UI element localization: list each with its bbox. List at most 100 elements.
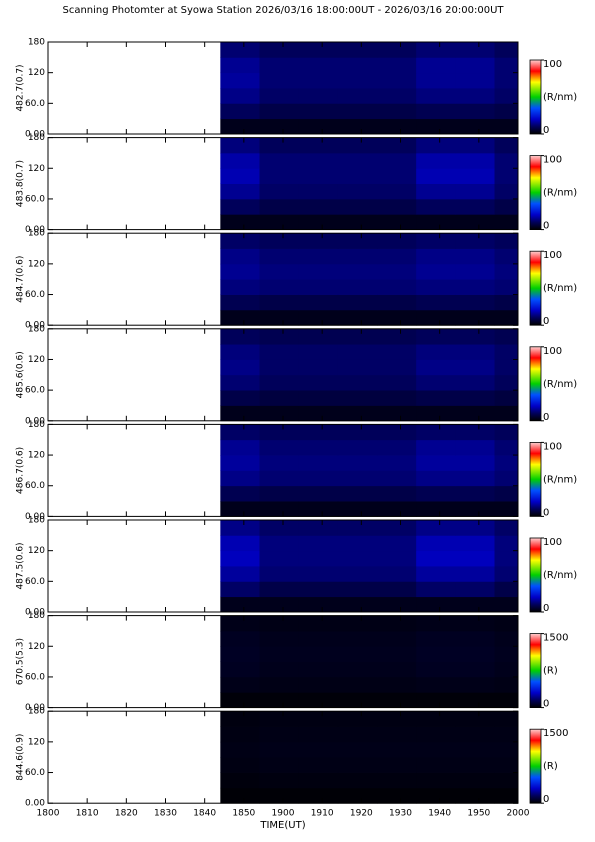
heatmap-cell [337,630,378,647]
colorbar-tick-label: 0 [543,316,549,327]
y-axis-label: 486.7(0.6) [16,447,26,494]
y-tick-label: 120 [28,642,45,652]
heatmap-cell [494,42,519,58]
heatmap-cell [220,455,260,471]
heatmap-cell [377,42,417,58]
heatmap-cell [220,741,260,758]
heatmap-cell [494,405,519,422]
heatmap-cell [377,168,417,184]
heatmap-cell [220,615,260,632]
heatmap-cell [259,566,300,582]
heatmap-cell [337,344,378,360]
colorbar-tick-label: 100 [543,537,562,548]
heatmap-cell [220,137,260,154]
heatmap-cell [259,279,300,295]
heatmap-cell [298,711,339,727]
heatmap-cell [416,168,456,184]
heatmap-cell [455,757,495,773]
heatmap-cell [494,661,519,678]
heatmap-cell [494,485,519,502]
colorbar [529,633,542,708]
heatmap-cell [220,103,260,120]
heatmap-cell [259,198,300,215]
heatmap-cell [298,485,339,502]
y-tick-label: 0.00 [25,703,45,713]
heatmap-cell [416,520,456,536]
heatmap-cell [259,294,300,311]
heatmap-cell [220,374,260,391]
heatmap-cell [494,294,519,311]
heatmap-cell [220,711,260,727]
heatmap-cell [337,757,378,773]
heatmap-cell [220,501,260,517]
heatmap-cell [416,501,456,517]
heatmap-cell [377,279,417,295]
heatmap-cell [377,359,417,376]
heatmap-cell [416,72,456,89]
heatmap-cell [220,535,260,552]
heatmap-cell [298,263,339,280]
heatmap-cell [259,535,300,552]
heatmap-cell [416,581,456,598]
heatmap-cell [455,581,495,598]
heatmap-cell [455,596,495,613]
heatmap-cell [377,424,417,441]
heatmap-cell [455,42,495,58]
heatmap-cell [416,248,456,265]
heatmap-cell [494,439,519,456]
heatmap-cell [377,772,417,789]
heatmap-cell [259,424,300,441]
heatmap-cell [377,374,417,391]
heatmap-cell [259,470,300,487]
heatmap-cell [259,581,300,598]
heatmap-cell [494,57,519,74]
heatmap-cell [337,439,378,456]
heatmap-cell [494,520,519,536]
y-tick-label: 0.00 [25,512,45,522]
heatmap-cell [494,550,519,567]
colorbar-tick-label: 100 [543,250,562,261]
heatmap-cell [416,152,456,169]
heatmap-cell [298,424,339,441]
heatmap-cell [298,470,339,487]
heatmap-cell [337,692,378,708]
heatmap-cell [259,72,300,89]
heatmap-cell [377,535,417,552]
heatmap-cell [455,198,495,215]
colorbar-tick-label: 100 [543,59,562,70]
heatmap-cell [455,328,495,345]
heatmap-cell [455,214,495,230]
heatmap-cell [377,248,417,265]
y-tick-label: 180 [28,420,45,430]
heatmap-cell [337,646,378,662]
heatmap-cell [416,424,456,441]
heatmap-cell [377,566,417,582]
colorbar-tick-label: 100 [543,441,562,452]
heatmap-cell [494,248,519,265]
heatmap-cell [298,328,339,345]
heatmap-cell [337,741,378,758]
heatmap-cell [377,485,417,502]
heatmap-cell [337,615,378,632]
heatmap-cell [337,279,378,295]
y-tick-label: 120 [28,546,45,556]
heatmap-cell [220,263,260,280]
heatmap-cell [337,405,378,422]
heatmap-cell [455,520,495,536]
heatmap-cell [298,103,339,120]
colorbar-tick-label: 0 [543,125,549,136]
heatmap-cell [416,344,456,360]
heatmap-cell [494,198,519,215]
heatmap-cell [220,248,260,265]
heatmap-cell [337,390,378,406]
y-tick-label: 120 [28,259,45,269]
heatmap-cell [494,72,519,89]
heatmap-cell [377,390,417,406]
heatmap-cell [259,550,300,567]
heatmap-cell [298,787,339,804]
heatmap-cell [259,520,300,536]
heatmap-cell [259,390,300,406]
heatmap-cell [455,72,495,89]
heatmap-cell [377,233,417,249]
heatmap-cell [377,183,417,200]
